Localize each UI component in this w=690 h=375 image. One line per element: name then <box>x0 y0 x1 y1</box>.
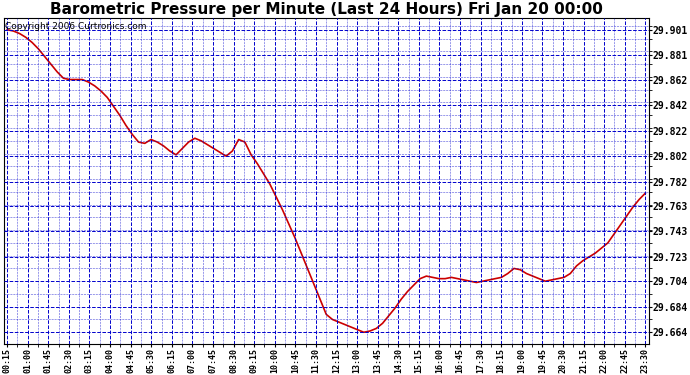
Title: Barometric Pressure per Minute (Last 24 Hours) Fri Jan 20 00:00: Barometric Pressure per Minute (Last 24 … <box>50 2 602 17</box>
Text: Copyright 2006 Curtronics.com: Copyright 2006 Curtronics.com <box>6 21 147 30</box>
